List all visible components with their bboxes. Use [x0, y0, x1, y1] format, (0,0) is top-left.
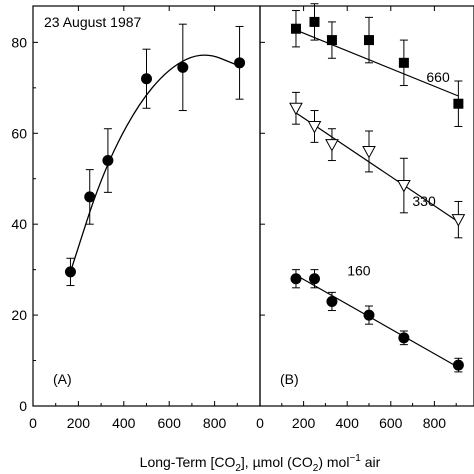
- data-point-circle: [234, 57, 246, 69]
- fit-curve: [69, 54, 238, 273]
- data-point-circle: [64, 266, 76, 278]
- y-tick-label: 80: [11, 34, 27, 50]
- x-tick-label: 800: [423, 415, 447, 431]
- fit-line: [295, 112, 459, 223]
- x-axis-label: Long-Term [CO2], µmol (CO2) mol−1 air: [140, 453, 381, 474]
- y-tick-label: 60: [11, 125, 27, 141]
- data-point-square: [309, 16, 320, 27]
- data-point-triangle: [362, 145, 376, 159]
- series-label: 160: [347, 262, 371, 278]
- chart-annotation: 23 August 1987: [44, 14, 142, 30]
- data-point-circle: [452, 359, 464, 371]
- data-point-square: [290, 23, 301, 34]
- x-axis-label-sup: −1: [349, 453, 361, 464]
- x-axis-label-text: ], µmol (CO: [241, 454, 313, 470]
- x-tick-label: 0: [29, 415, 37, 431]
- x-axis-label-sub: 2: [235, 463, 241, 474]
- data-point-circle: [363, 309, 375, 321]
- plot-frame: [259, 5, 474, 407]
- data-point-triangle: [451, 214, 466, 227]
- series-label: 660: [426, 69, 450, 85]
- x-axis-label-sub: 2: [313, 463, 319, 474]
- data-point-circle: [84, 191, 96, 203]
- x-tick-label: 600: [158, 415, 182, 431]
- data-point-triangle: [325, 139, 339, 152]
- panel-label: (A): [53, 371, 72, 387]
- x-tick-label: 400: [336, 415, 360, 431]
- data-point-circle: [398, 332, 410, 344]
- data-point-triangle: [289, 102, 303, 116]
- data-point-square: [453, 98, 464, 109]
- fit-line: [295, 29, 459, 97]
- x-tick-label: 800: [203, 415, 227, 431]
- x-tick-label: 200: [292, 415, 316, 431]
- panel-b: 0 200 400 600 800 660 330 160 (B): [256, 3, 474, 431]
- x-axis-label-text: Long-Term [CO: [140, 454, 236, 470]
- x-axis-label-text: ) mol: [318, 454, 349, 470]
- x-tick-label: 200: [67, 415, 91, 431]
- data-point-circle: [102, 155, 114, 167]
- data-point-square: [364, 35, 374, 46]
- data-point-triangle: [307, 120, 322, 134]
- y-tick-label: 20: [11, 307, 27, 323]
- y-tick-label: 0: [19, 398, 27, 414]
- data-point-circle: [141, 73, 152, 85]
- y-tick-label: 40: [11, 216, 27, 232]
- data-point-circle: [290, 273, 302, 285]
- data-point-triangle: [397, 180, 411, 193]
- data-point-circle: [326, 295, 338, 307]
- data-point-circle: [177, 61, 189, 73]
- panel-label: (B): [280, 371, 299, 387]
- panel-a: 0 200 400 600 800 0 20 40 60 80 23 August 1987 (A): [11, 5, 261, 431]
- data-point-square: [326, 35, 337, 46]
- data-point-circle: [309, 273, 320, 285]
- x-tick-label: 0: [256, 415, 264, 431]
- data-point-square: [398, 57, 409, 68]
- series-label: 330: [412, 193, 436, 209]
- fit-line: [295, 274, 459, 368]
- x-tick-label: 600: [379, 415, 403, 431]
- x-tick-label: 400: [112, 415, 136, 431]
- x-axis-label-text: air: [361, 454, 381, 470]
